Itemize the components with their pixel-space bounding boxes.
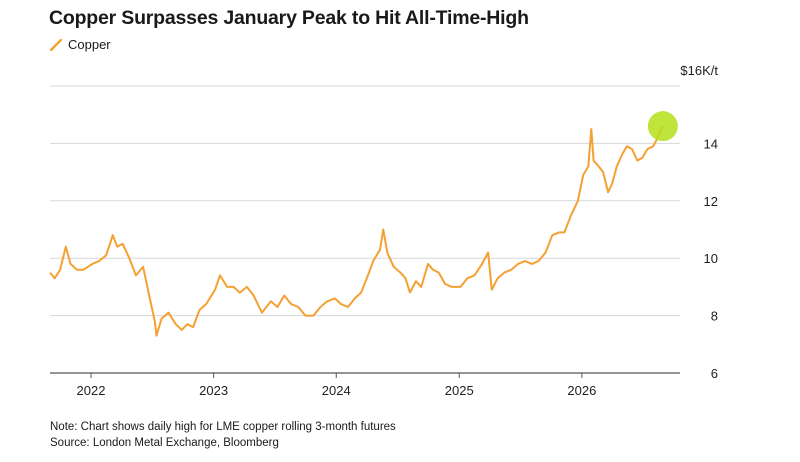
legend-line-icon bbox=[49, 38, 63, 51]
all-time-high-marker bbox=[647, 111, 678, 142]
y-tick-label: 6 bbox=[711, 366, 718, 381]
y-tick-label: 10 bbox=[704, 251, 718, 266]
y-unit-label: $16K/t bbox=[680, 63, 718, 78]
highlight-layer bbox=[647, 111, 678, 142]
x-axis: 2022 2023 2024 2025 2026 bbox=[50, 372, 680, 398]
series-layer bbox=[49, 125, 664, 337]
y-tick-label: 8 bbox=[711, 309, 718, 324]
chart-title: Copper Surpasses January Peak to Hit All… bbox=[49, 7, 529, 29]
x-tick-label: 2026 bbox=[567, 383, 596, 398]
note-text: Note: Chart shows daily high for LME cop… bbox=[50, 421, 396, 433]
x-tick-label: 2025 bbox=[445, 383, 474, 398]
legend: Copper bbox=[49, 37, 111, 52]
gridlines bbox=[50, 85, 680, 317]
x-tick-label: 2023 bbox=[199, 383, 228, 398]
y-axis: $16K/t 6 8 10 12 14 bbox=[680, 63, 718, 381]
chart-notes: Note: Chart shows daily high for LME cop… bbox=[50, 419, 396, 451]
x-tick-label: 2022 bbox=[77, 383, 106, 398]
legend-label: Copper bbox=[68, 37, 111, 52]
x-tick-label: 2024 bbox=[322, 383, 351, 398]
source-text: Source: London Metal Exchange, Bloomberg bbox=[50, 437, 279, 449]
copper-line bbox=[49, 125, 664, 337]
y-tick-label: 14 bbox=[704, 136, 718, 151]
y-tick-label: 12 bbox=[704, 194, 718, 209]
